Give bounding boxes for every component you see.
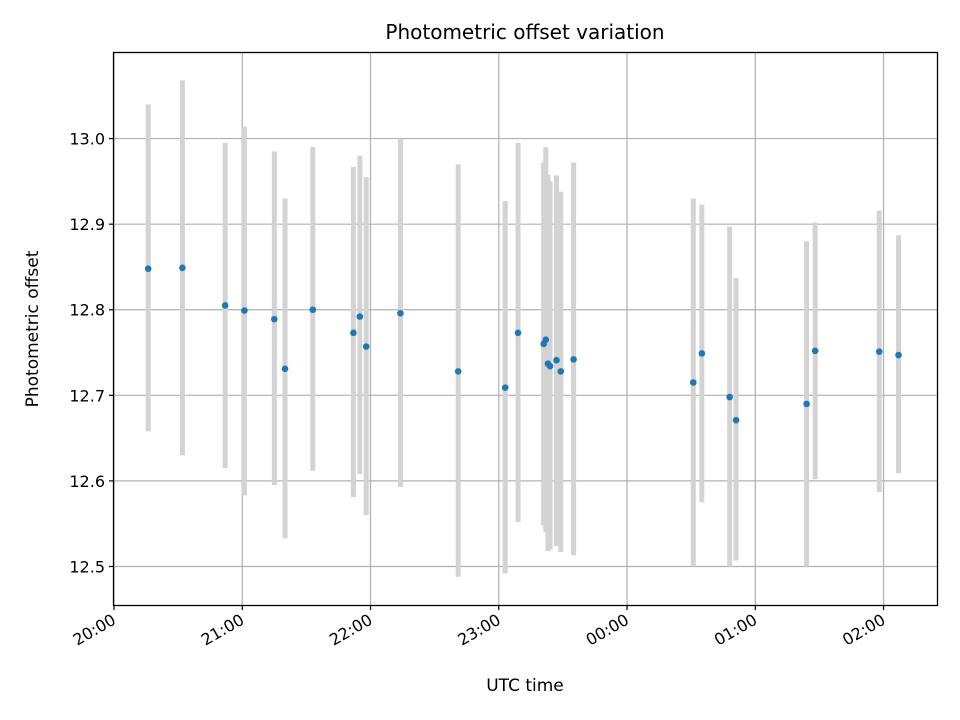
data-point [356,313,364,320]
data-point [501,384,509,391]
data-point [350,329,357,337]
data-point [397,309,404,317]
data-point [895,351,902,359]
data-point [271,315,278,323]
data-point [811,347,819,355]
data-point [221,302,229,309]
data-point [362,343,370,350]
data-point [875,348,883,355]
data-point [309,306,317,314]
y-axis-ticks: 12.5 12.6 12.7 12.8 12.9 13.0 [69,130,114,576]
y-tick-label: 13.0 [69,130,105,149]
data-point [542,336,550,343]
y-tick-label: 12.6 [69,472,105,491]
data-point [281,365,289,373]
data-point [732,416,740,424]
data-point [514,329,522,337]
data-point [179,264,186,272]
data-point [144,265,152,272]
y-tick-label: 12.8 [69,301,105,320]
data-point [454,368,462,375]
data-point [241,307,248,314]
data-point [557,368,565,375]
x-axis-label: UTC time [486,676,564,696]
chart-title: Photometric offset variation [385,20,664,44]
y-tick-label: 12.5 [69,557,105,576]
data-point [803,400,810,408]
data-point [690,379,697,386]
data-point [570,356,577,363]
data-point [546,362,554,370]
data-point [726,393,733,401]
data-point [698,350,706,357]
data-points [144,264,902,424]
y-tick-label: 12.7 [69,386,105,405]
y-axis-label: Photometric offset [23,250,43,407]
plot-area-frame [112,51,939,607]
y-tick-label: 12.9 [69,215,105,234]
data-point [553,356,560,364]
